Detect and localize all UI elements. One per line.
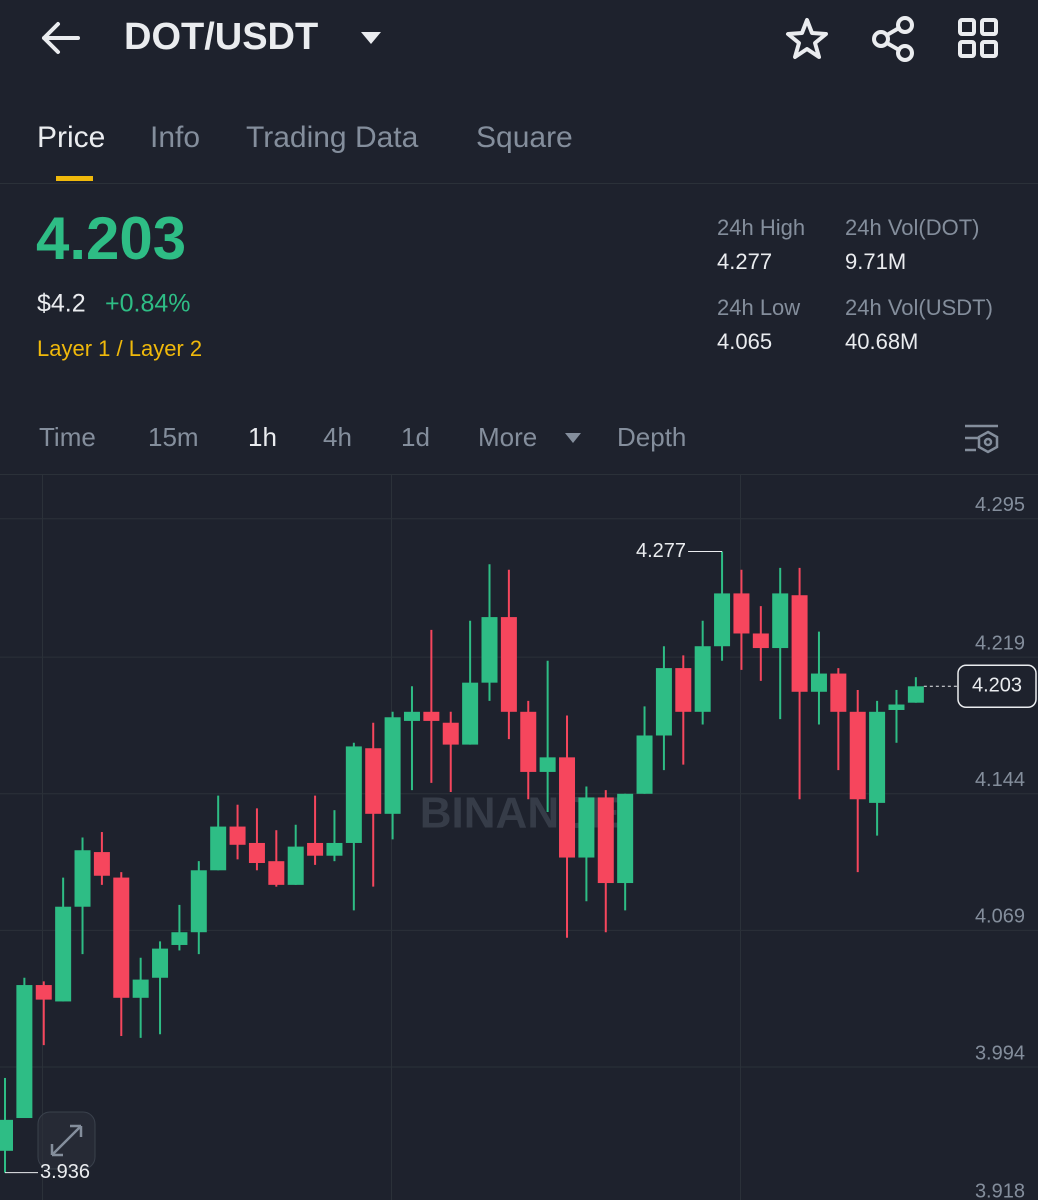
candle-body [733, 593, 750, 634]
candle-body [655, 668, 672, 736]
last-price-box [957, 664, 1037, 709]
candle-body [559, 757, 576, 858]
pair-title[interactable]: DOT/USDT [124, 16, 318, 58]
candle-body [35, 985, 52, 1000]
last-price-label: 4.203 [972, 675, 1022, 697]
back-button[interactable] [42, 22, 80, 54]
favorite-button[interactable] [786, 18, 828, 59]
candle-body [481, 617, 498, 683]
low-marker-label: 3.936 [40, 1161, 90, 1183]
candle-body [520, 711, 537, 772]
y-tick-label: 4.144 [975, 769, 1025, 791]
y-tick-label: 4.295 [975, 494, 1025, 516]
interval[interactable]: 4h [323, 422, 352, 452]
candle-body [714, 593, 731, 647]
candle-body [810, 673, 827, 692]
chart-settings[interactable] [965, 424, 999, 454]
candle-body [171, 932, 188, 945]
candle-body [307, 842, 324, 856]
candle-body [365, 748, 382, 814]
candle-body [268, 861, 285, 885]
stat-value: 9.71M [845, 249, 906, 274]
interval[interactable]: 1h [248, 422, 277, 452]
candle-body [55, 906, 72, 1002]
candle-body [113, 877, 130, 998]
share-button[interactable] [872, 16, 914, 62]
stat-label: 24h High [717, 215, 805, 240]
candle-body [907, 686, 924, 703]
pair-dropdown[interactable] [361, 32, 381, 44]
price-change: +0.84% [105, 290, 191, 318]
interval[interactable]: 1d [401, 422, 430, 452]
candle-body [442, 722, 459, 745]
candle-body [384, 717, 401, 814]
candle-body [248, 842, 265, 864]
candle-body [190, 870, 207, 933]
divider [0, 474, 1038, 475]
stat-value: 4.065 [717, 329, 772, 354]
candle-body [849, 711, 866, 800]
v-grid-line [740, 475, 741, 1200]
candle-body [791, 595, 808, 692]
divider [0, 183, 1038, 184]
interval[interactable]: 15m [148, 422, 199, 452]
tab[interactable]: Info [150, 121, 200, 154]
candle-body [287, 846, 304, 885]
interval[interactable]: Depth [617, 422, 686, 452]
candle-body [74, 850, 91, 907]
candle-body [152, 948, 169, 978]
candle-body [830, 673, 847, 712]
candle-body [229, 826, 246, 845]
v-grid-line [391, 475, 392, 1200]
stat-label: 24h Low [717, 295, 800, 320]
candle-body [578, 797, 595, 858]
candle-body [16, 985, 33, 1119]
high-marker-label: 4.277 [636, 540, 686, 562]
candle-body [675, 668, 692, 712]
tab[interactable]: Trading Data [246, 121, 419, 154]
candle-body [752, 633, 769, 649]
candle-body [345, 746, 362, 843]
y-tick-label: 4.219 [975, 632, 1025, 654]
tab-indicator [56, 176, 93, 181]
last-price: 4.203 [36, 205, 186, 272]
menu-button[interactable] [958, 18, 998, 58]
sector-tag[interactable]: Layer 1 / Layer 2 [37, 336, 202, 361]
candle-body [0, 1119, 13, 1151]
candle-body [539, 757, 556, 772]
fiat-price: $4.2 [37, 290, 86, 318]
candle-body [462, 682, 479, 745]
candle-body [93, 852, 110, 876]
candle-body [597, 797, 614, 884]
candle-body [423, 711, 440, 721]
stat-label: 24h Vol(DOT) [845, 215, 980, 240]
stat-value: 40.68M [845, 329, 918, 354]
candle-body [772, 593, 789, 649]
stat-label: 24h Vol(USDT) [845, 295, 993, 320]
tab[interactable]: Square [476, 121, 573, 154]
stat-value: 4.277 [717, 249, 772, 274]
fullscreen-icon [50, 1124, 83, 1157]
tab[interactable]: Price [37, 121, 105, 154]
candle-body [888, 704, 905, 710]
candle-body [403, 711, 420, 721]
more-dropdown[interactable] [565, 433, 581, 443]
y-tick-label: 3.918 [975, 1181, 1025, 1200]
candle-body [617, 793, 634, 884]
candle-body [636, 735, 653, 794]
y-tick-label: 4.069 [975, 906, 1025, 928]
interval[interactable]: More [478, 422, 537, 452]
candle-body [869, 711, 886, 803]
candle-body [326, 842, 343, 856]
v-grid-line [42, 475, 43, 1200]
interval[interactable]: Time [39, 422, 96, 452]
candle-body [694, 646, 711, 712]
y-tick-label: 3.994 [975, 1042, 1025, 1064]
candle-body [132, 979, 149, 998]
candle-body [500, 617, 517, 712]
candle-body [210, 826, 227, 871]
